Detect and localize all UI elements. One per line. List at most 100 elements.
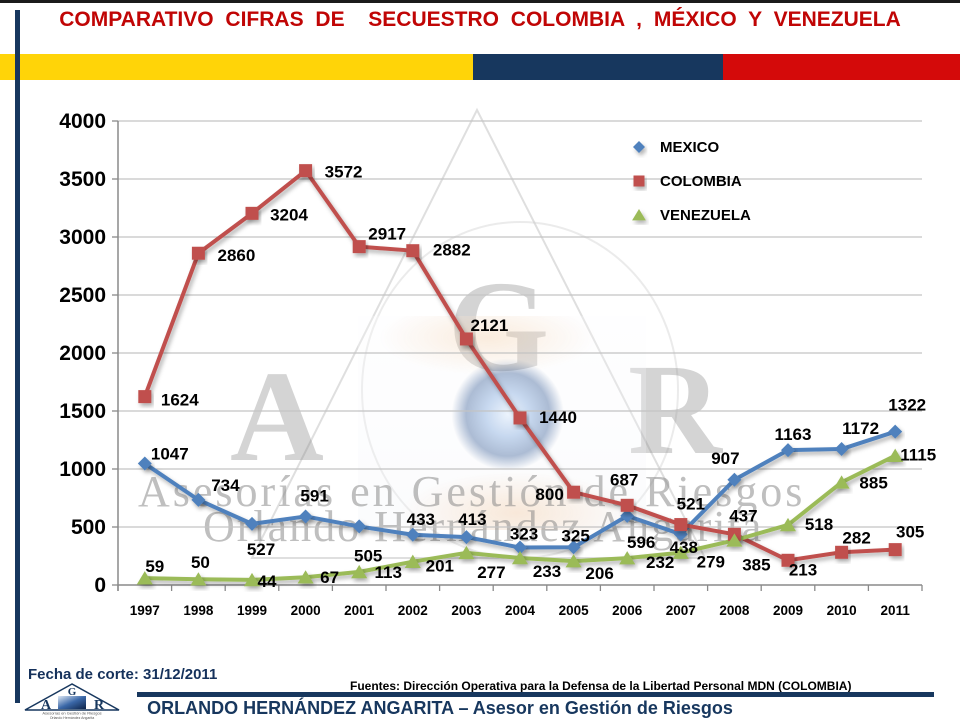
logo-caption-2: Orlando Hernández Angarita (50, 716, 94, 720)
colombia-point-2007 (674, 518, 688, 532)
data-label: 1624 (161, 391, 199, 410)
data-label: 433 (407, 510, 435, 529)
colombia-flag-band (0, 54, 960, 80)
data-label: 277 (477, 563, 505, 582)
x-axis-label: 2005 (559, 603, 590, 618)
mexico-point-2003 (459, 530, 474, 545)
y-axis-label: 2000 (59, 342, 106, 365)
venezuela-point-2004 (511, 550, 529, 565)
logo-letter-r: R (94, 698, 105, 713)
mexico-point-2004 (513, 540, 527, 555)
y-axis-label: 0 (94, 574, 106, 597)
legend-marker-mexico (633, 141, 645, 153)
data-label: 59 (145, 557, 164, 576)
x-axis-label: 1999 (237, 603, 267, 618)
venezuela-point-2002 (404, 554, 421, 568)
venezuela-point-1997 (136, 571, 153, 585)
data-label: 3204 (270, 205, 308, 224)
x-axis-label: 2006 (612, 603, 643, 618)
mexico-point-2002 (405, 527, 420, 542)
data-label: 596 (627, 533, 655, 552)
mexico-point-2008 (727, 472, 742, 487)
sources-block: Fuentes: Dirección Operativa para la Def… (350, 646, 864, 720)
data-label: 1440 (539, 408, 577, 427)
mexico-point-2005 (566, 540, 581, 555)
data-label: 323 (510, 525, 538, 544)
data-label: 885 (859, 473, 887, 492)
mexico-point-1999 (245, 516, 259, 531)
y-axis-label: 1500 (59, 400, 106, 423)
colombia-point-2011 (888, 543, 902, 557)
data-label: 591 (300, 486, 328, 505)
x-axis-label: 2004 (505, 603, 536, 618)
y-axis-label: 2500 (59, 284, 106, 307)
colombia-point-2010 (835, 545, 849, 559)
agr-logo: G A R Asesorías en Gestión de Riesgos Or… (24, 683, 120, 720)
top-border (0, 0, 960, 3)
data-label: 2860 (217, 246, 255, 265)
data-label: 2917 (368, 225, 406, 244)
flag-yellow-segment (0, 54, 473, 80)
data-label: 505 (354, 546, 382, 565)
data-label: 800 (535, 485, 563, 504)
data-label: 687 (610, 470, 638, 489)
colombia-point-2006 (620, 498, 634, 512)
data-label: 44 (258, 572, 277, 591)
x-axis-label: 2003 (451, 603, 482, 618)
data-label: 907 (711, 449, 739, 468)
logo-photo (58, 696, 86, 709)
data-label: 232 (646, 553, 674, 572)
data-label: 521 (677, 495, 705, 514)
venezuela-point-2009 (779, 517, 797, 532)
data-label: 67 (320, 568, 339, 587)
x-axis-label: 2010 (827, 603, 857, 618)
mexico-point-1998 (191, 492, 206, 507)
colombia-point-2003 (459, 332, 473, 346)
y-axis-label: 3000 (59, 226, 106, 249)
data-label: 1172 (842, 419, 879, 438)
venezuela-point-2005 (565, 554, 582, 568)
legend-label-colombia: COLOMBIA (660, 173, 742, 190)
legend-marker-venezuela (632, 209, 646, 221)
fecha-de-corte: Fecha de corte: 31/12/2011 (28, 666, 218, 683)
x-axis-label: 2007 (666, 603, 696, 618)
legend-label-venezuela: VENEZUELA (660, 207, 751, 224)
data-label: 282 (842, 528, 870, 547)
logo-letter-a: A (41, 698, 52, 713)
footer-divider (137, 692, 934, 697)
x-axis-label: 2009 (773, 603, 803, 618)
data-label: 437 (729, 506, 757, 525)
logo-caption-1: Asesorías en Gestión de Riesgos (42, 711, 101, 716)
y-axis-label: 4000 (59, 110, 106, 133)
colombia-point-2002 (406, 244, 420, 258)
data-label: 201 (426, 557, 454, 576)
left-accent-bar (15, 10, 20, 703)
data-label: 213 (789, 560, 817, 579)
mexico-point-2009 (781, 443, 795, 458)
logo-triangle (24, 683, 120, 711)
data-label: 518 (805, 515, 833, 534)
colombia-point-1998 (191, 246, 205, 260)
venezuela-point-2001 (351, 564, 368, 579)
venezuela-point-2006 (619, 551, 636, 565)
x-axis-label: 1997 (130, 603, 160, 618)
y-axis-label: 3500 (59, 168, 106, 191)
venezuela-point-2008 (726, 533, 743, 547)
x-axis-label: 2000 (291, 603, 321, 618)
x-axis-label: 2011 (881, 603, 911, 618)
mexico-point-2011 (888, 424, 903, 439)
flag-blue-segment (473, 54, 723, 80)
footer-banner: ORLANDO HERNÁNDEZ ANGARITA – Asesor en G… (147, 698, 733, 718)
x-axis-label: 2002 (398, 603, 428, 618)
x-axis-label: 2001 (344, 603, 375, 618)
mexico-point-2006 (620, 508, 635, 523)
venezuela-point-2011 (887, 448, 904, 462)
colombia-point-1999 (245, 206, 259, 220)
data-label: 206 (585, 564, 613, 583)
data-label: 1047 (151, 445, 189, 464)
data-label: 50 (191, 553, 210, 572)
y-axis-label: 1000 (59, 458, 106, 481)
venezuela-point-2010 (833, 475, 850, 489)
